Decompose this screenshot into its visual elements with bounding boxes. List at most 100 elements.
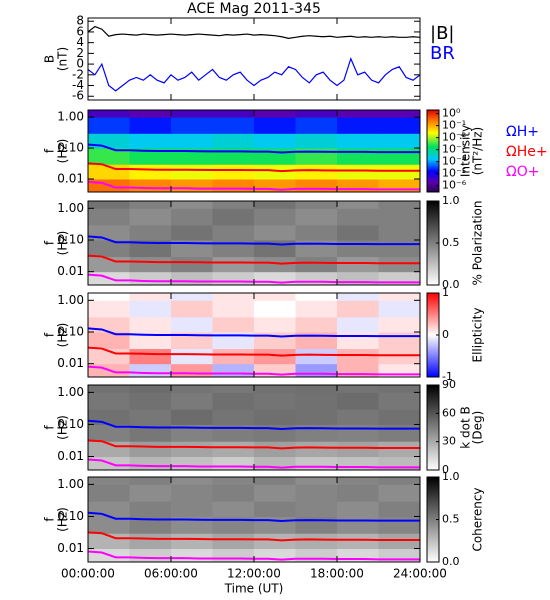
heatmap-cell bbox=[295, 392, 338, 410]
plot-frame bbox=[87, 17, 421, 101]
heatmap-cell bbox=[337, 148, 379, 165]
heatmap-cell bbox=[378, 110, 420, 118]
heatmap-cell bbox=[88, 516, 130, 534]
heatmap-cell bbox=[129, 164, 172, 180]
heatmap-cell bbox=[212, 477, 255, 485]
y-axis-label: f bbox=[43, 425, 57, 430]
heatmap-cell bbox=[129, 441, 172, 458]
heatmap-cell bbox=[337, 385, 379, 393]
series-line bbox=[88, 143, 420, 154]
heatmap-cell bbox=[129, 293, 172, 301]
heatmap-cell bbox=[378, 256, 420, 273]
colorbar-tick-label: 0 bbox=[442, 463, 449, 476]
plot-area bbox=[88, 201, 420, 285]
heatmap-cell bbox=[88, 501, 130, 517]
heatmap-cell bbox=[171, 224, 213, 241]
heatmap-cell bbox=[254, 331, 296, 350]
heatmap-cell bbox=[295, 271, 338, 285]
heatmap-cell bbox=[171, 477, 213, 485]
heatmap-cell bbox=[129, 348, 172, 365]
heatmap-cell bbox=[171, 533, 213, 550]
heatmap-cell bbox=[378, 348, 420, 365]
heatmap-cell bbox=[129, 456, 172, 470]
heatmap-cell bbox=[378, 117, 420, 134]
chart-title: ACE Mag 2011-345 bbox=[187, 1, 321, 17]
y-tick-label: 0.01 bbox=[57, 541, 84, 555]
heatmap-cell bbox=[254, 117, 296, 134]
legend-entry: ΩO+ bbox=[506, 164, 539, 180]
colorbar-tick-label: 10⁻³ bbox=[442, 143, 466, 156]
heatmap-cell bbox=[129, 300, 172, 318]
y-tick-label: 8 bbox=[76, 14, 84, 28]
heatmap-cell bbox=[254, 224, 296, 241]
heatmap-cell bbox=[378, 501, 420, 517]
heatmap-cell bbox=[295, 424, 338, 442]
heatmap-cell bbox=[88, 477, 130, 485]
heatmap-cell bbox=[171, 316, 213, 333]
heatmap-cell bbox=[378, 331, 420, 350]
y-tick-label: 0.10 bbox=[57, 509, 84, 523]
heatmap-cell bbox=[337, 331, 379, 350]
y-tick-label: 1.00 bbox=[57, 385, 84, 399]
heatmap-cell bbox=[295, 501, 338, 517]
heatmap-cell bbox=[171, 201, 213, 209]
heatmap-cell bbox=[88, 256, 130, 273]
y-tick-label: 0.10 bbox=[57, 324, 84, 338]
plot-area bbox=[88, 477, 420, 562]
heatmap-cell bbox=[129, 424, 172, 442]
colorbar-tick-label: 1.0 bbox=[442, 194, 460, 207]
heatmap-cell bbox=[129, 533, 172, 550]
heatmap-cell bbox=[212, 256, 255, 273]
legend-entry: BR bbox=[430, 43, 455, 64]
heatmap-cell bbox=[212, 392, 255, 410]
heatmap-cell bbox=[171, 271, 213, 285]
heatmap-cell bbox=[378, 424, 420, 442]
heatmap-cell bbox=[337, 271, 379, 285]
heatmap-cell bbox=[171, 409, 213, 425]
heatmap-cell bbox=[171, 501, 213, 517]
heatmap-cell bbox=[295, 293, 338, 301]
x-tick-label: 18:00:00 bbox=[310, 567, 364, 581]
heatmap-cell bbox=[129, 224, 172, 241]
heatmap-cell bbox=[171, 300, 213, 318]
heatmap-cell bbox=[337, 409, 379, 425]
series-line bbox=[88, 254, 420, 265]
colorbar bbox=[426, 109, 440, 193]
heatmap-cell bbox=[337, 533, 379, 550]
heatmap-cell bbox=[378, 179, 420, 192]
heatmap-cell bbox=[212, 110, 255, 118]
colorbar-tick-label: 1 bbox=[442, 286, 449, 299]
heatmap-cell bbox=[337, 477, 379, 485]
heatmap-cell bbox=[88, 348, 130, 365]
plot-area bbox=[88, 25, 420, 92]
heatmap-cell bbox=[254, 110, 296, 118]
heatmap-cell bbox=[88, 201, 130, 209]
y-axis-label: f bbox=[43, 517, 57, 522]
heatmap-cell bbox=[171, 293, 213, 301]
colorbar-tick-label: 10⁰ bbox=[442, 107, 461, 120]
heatmap-cell bbox=[254, 164, 296, 180]
heatmap-cell bbox=[337, 501, 379, 517]
heatmap-cell bbox=[295, 385, 338, 393]
heatmap-cell bbox=[254, 293, 296, 301]
series-line bbox=[88, 57, 420, 92]
heatmap-cell bbox=[295, 117, 338, 134]
heatmap-cell bbox=[295, 201, 338, 209]
y-tick-label: -6 bbox=[72, 89, 84, 103]
y-tick-label: 1.00 bbox=[57, 201, 84, 215]
heatmap-cell bbox=[295, 179, 338, 192]
colorbar-tick-label: 0 bbox=[442, 328, 449, 341]
y-tick-label: 0.01 bbox=[57, 264, 84, 278]
heatmap-cell bbox=[254, 409, 296, 425]
heatmap-cell bbox=[212, 501, 255, 517]
colorbar-label: Ellipticity bbox=[471, 308, 485, 363]
heatmap-cell bbox=[212, 363, 255, 377]
y-axis-label: (Hz) bbox=[56, 139, 70, 164]
series-line bbox=[88, 439, 420, 450]
heatmap-cell bbox=[254, 441, 296, 458]
heatmap-cell bbox=[88, 533, 130, 550]
heatmap-cell bbox=[212, 179, 255, 192]
heatmap-cell bbox=[378, 164, 420, 180]
heatmap-cell bbox=[378, 456, 420, 470]
heatmap-cell bbox=[212, 441, 255, 458]
